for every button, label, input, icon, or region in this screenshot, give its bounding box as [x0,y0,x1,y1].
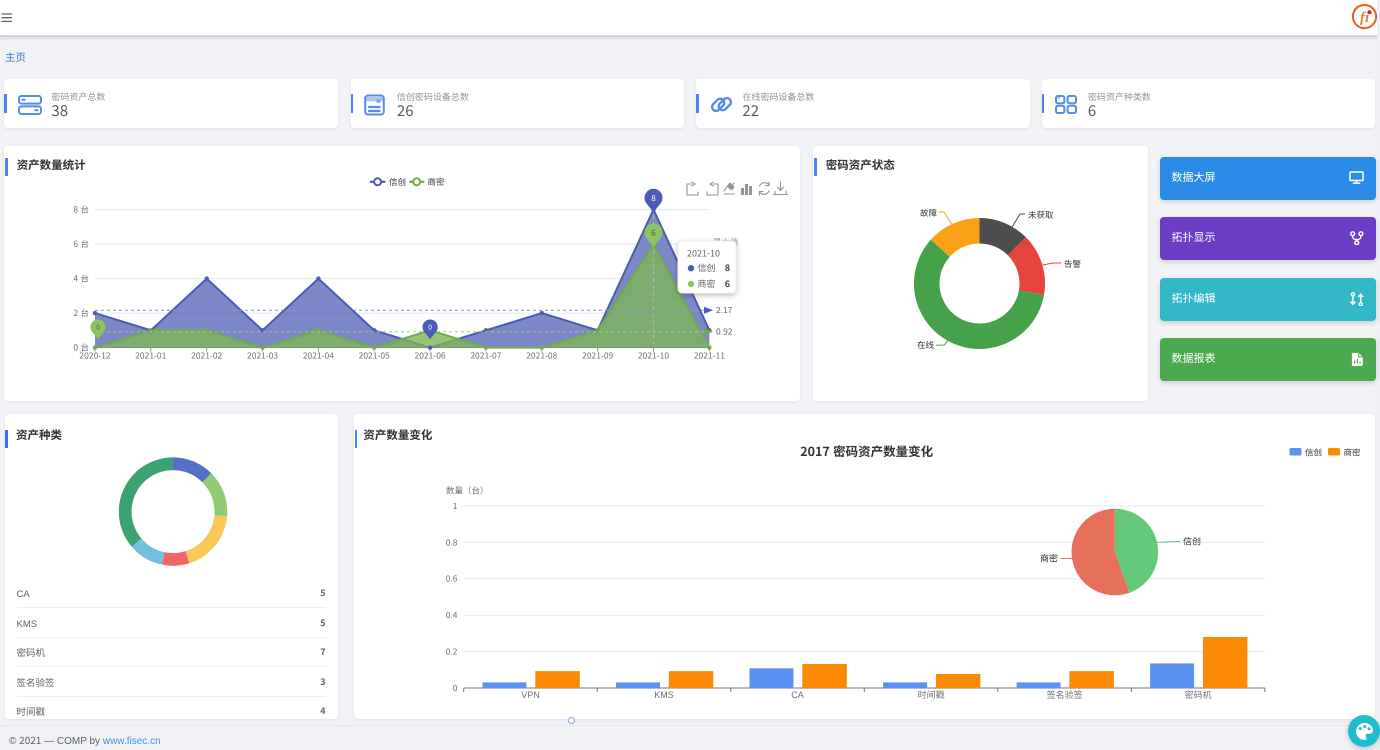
svg-text:商密: 商密 [1039,552,1057,565]
svg-text:2021-03: 2021-03 [247,350,278,362]
svg-text:签名验签: 签名验签 [1046,688,1082,701]
svg-text:商密: 商密 [428,176,446,188]
svg-text:在线: 在线 [917,339,935,351]
svg-text:2.17: 2.17 [716,304,733,316]
svg-text:2021-06: 2021-06 [415,350,446,362]
svg-text:0.2: 0.2 [445,646,457,658]
svg-text:6 台: 6 台 [73,238,89,250]
svg-text:0.8: 0.8 [445,536,457,548]
svg-text:商密: 商密 [1343,447,1361,459]
svg-text:KMS: KMS [654,688,674,701]
svg-text:4 台: 4 台 [73,273,89,285]
svg-text:故障: 故障 [920,207,938,219]
svg-text:0: 0 [96,322,100,332]
svg-text:2017 密码资产数量变化: 2017 密码资产数量变化 [800,441,933,460]
svg-text:2020-12: 2020-12 [79,350,110,362]
svg-text:0.6: 0.6 [445,573,457,585]
svg-text:8: 8 [725,261,730,274]
svg-text:6: 6 [725,277,730,290]
svg-text:2021-07: 2021-07 [470,350,501,362]
svg-text:2021-04: 2021-04 [303,350,334,362]
svg-text:0 台: 0 台 [73,342,89,354]
svg-text:0: 0 [428,322,432,332]
svg-text:时间戳: 时间戳 [917,688,944,701]
svg-text:2021-09: 2021-09 [582,350,613,362]
svg-text:6: 6 [651,227,656,238]
svg-text:2 台: 2 台 [73,307,89,319]
svg-text:0.4: 0.4 [445,609,457,621]
svg-text:2021-08: 2021-08 [526,350,557,362]
svg-text:2021-05: 2021-05 [359,350,390,362]
svg-text:数量（台）: 数量（台） [446,485,489,497]
svg-text:0.92: 0.92 [716,326,733,338]
svg-text:fi: fi [1360,10,1370,26]
svg-text:VPN: VPN [521,688,540,701]
svg-text:信创: 信创 [1183,535,1201,548]
svg-text:信创: 信创 [698,261,716,274]
svg-text:未获取: 未获取 [1028,209,1054,221]
svg-text:1: 1 [452,500,457,512]
svg-text:2021-10: 2021-10 [687,247,720,260]
svg-text:2021-10: 2021-10 [638,350,669,362]
svg-text:信创: 信创 [1305,447,1322,459]
svg-text:告警: 告警 [1064,258,1082,270]
svg-text:商密: 商密 [698,277,716,290]
svg-text:信创: 信创 [389,176,406,188]
svg-text:8: 8 [651,193,656,204]
svg-text:2021-02: 2021-02 [191,350,222,362]
svg-text:密码机: 密码机 [1184,688,1211,701]
svg-text:CA: CA [791,688,804,701]
svg-text:8 台: 8 台 [73,204,89,216]
svg-text:2021-11: 2021-11 [694,350,725,362]
svg-text:0: 0 [452,682,457,694]
svg-text:2021-01: 2021-01 [135,350,166,362]
